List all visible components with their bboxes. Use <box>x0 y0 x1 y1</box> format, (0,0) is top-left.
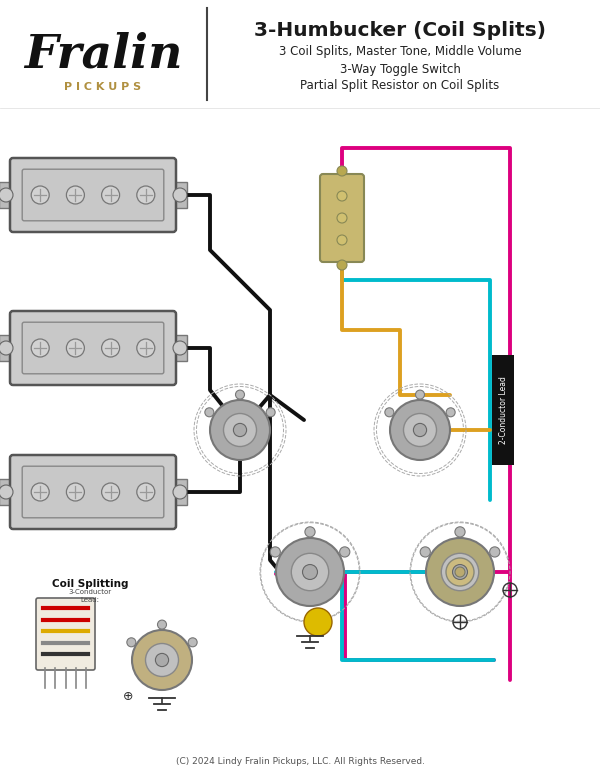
Bar <box>0 182 13 208</box>
Circle shape <box>157 620 167 629</box>
Circle shape <box>0 188 13 202</box>
Text: 3-Way Toggle Switch: 3-Way Toggle Switch <box>340 63 460 75</box>
Text: Fralin: Fralin <box>24 32 182 78</box>
Circle shape <box>67 339 85 357</box>
Text: 3-Humbucker (Coil Splits): 3-Humbucker (Coil Splits) <box>254 20 546 40</box>
Circle shape <box>340 547 350 557</box>
Circle shape <box>270 547 280 557</box>
Circle shape <box>426 538 494 606</box>
Text: (C) 2024 Lindy Fralin Pickups, LLC. All Rights Reserved.: (C) 2024 Lindy Fralin Pickups, LLC. All … <box>176 757 425 767</box>
Circle shape <box>137 339 155 357</box>
Circle shape <box>67 186 85 204</box>
Circle shape <box>137 186 155 204</box>
Circle shape <box>188 638 197 647</box>
Circle shape <box>223 414 257 446</box>
Circle shape <box>266 408 275 417</box>
Bar <box>0 335 13 361</box>
Circle shape <box>137 483 155 501</box>
Circle shape <box>337 213 347 223</box>
Text: 3 Coil Splits, Master Tone, Middle Volume: 3 Coil Splits, Master Tone, Middle Volum… <box>278 46 521 58</box>
Circle shape <box>127 638 136 647</box>
Circle shape <box>67 483 85 501</box>
Circle shape <box>205 408 214 417</box>
Text: 2-Conductor Lead: 2-Conductor Lead <box>499 376 508 444</box>
Circle shape <box>173 485 187 499</box>
Circle shape <box>233 424 247 437</box>
Circle shape <box>132 630 192 690</box>
FancyBboxPatch shape <box>36 598 95 670</box>
Circle shape <box>404 414 437 446</box>
Circle shape <box>235 390 245 399</box>
Bar <box>173 182 187 208</box>
Circle shape <box>490 547 500 557</box>
FancyBboxPatch shape <box>22 169 164 221</box>
Circle shape <box>455 527 465 537</box>
Circle shape <box>385 408 394 417</box>
FancyBboxPatch shape <box>22 466 164 518</box>
Circle shape <box>31 339 49 357</box>
FancyBboxPatch shape <box>10 311 176 385</box>
Circle shape <box>337 166 347 176</box>
Circle shape <box>446 408 455 417</box>
Bar <box>173 335 187 361</box>
Circle shape <box>337 260 347 270</box>
Circle shape <box>302 564 317 580</box>
Circle shape <box>173 188 187 202</box>
Circle shape <box>452 564 467 580</box>
Text: Coil Splitting: Coil Splitting <box>52 579 128 589</box>
Circle shape <box>337 235 347 245</box>
Bar <box>0 0 600 108</box>
Circle shape <box>173 341 187 355</box>
Circle shape <box>442 553 479 591</box>
Circle shape <box>0 485 13 499</box>
Circle shape <box>0 341 13 355</box>
Circle shape <box>304 608 332 636</box>
Circle shape <box>31 186 49 204</box>
Bar <box>492 355 514 465</box>
Circle shape <box>413 424 427 437</box>
Circle shape <box>155 653 169 667</box>
Text: Partial Split Resistor on Coil Splits: Partial Split Resistor on Coil Splits <box>301 79 500 92</box>
Circle shape <box>337 191 347 201</box>
Circle shape <box>101 483 119 501</box>
Text: P I C K U P S: P I C K U P S <box>64 82 142 92</box>
FancyBboxPatch shape <box>10 455 176 529</box>
Circle shape <box>31 483 49 501</box>
Circle shape <box>146 643 179 677</box>
FancyBboxPatch shape <box>10 158 176 232</box>
Circle shape <box>210 400 270 460</box>
Bar <box>173 479 187 505</box>
Circle shape <box>305 527 315 537</box>
Text: ⊕: ⊕ <box>123 691 133 704</box>
Circle shape <box>276 538 344 606</box>
Circle shape <box>420 547 430 557</box>
Circle shape <box>292 553 329 591</box>
Circle shape <box>101 339 119 357</box>
Circle shape <box>390 400 450 460</box>
Text: 3-Conductor
Lead:: 3-Conductor Lead: <box>68 589 112 603</box>
Circle shape <box>415 390 425 399</box>
Circle shape <box>455 567 465 577</box>
FancyBboxPatch shape <box>320 174 364 262</box>
Circle shape <box>446 558 474 586</box>
FancyBboxPatch shape <box>22 322 164 374</box>
Bar <box>0 479 13 505</box>
Circle shape <box>101 186 119 204</box>
